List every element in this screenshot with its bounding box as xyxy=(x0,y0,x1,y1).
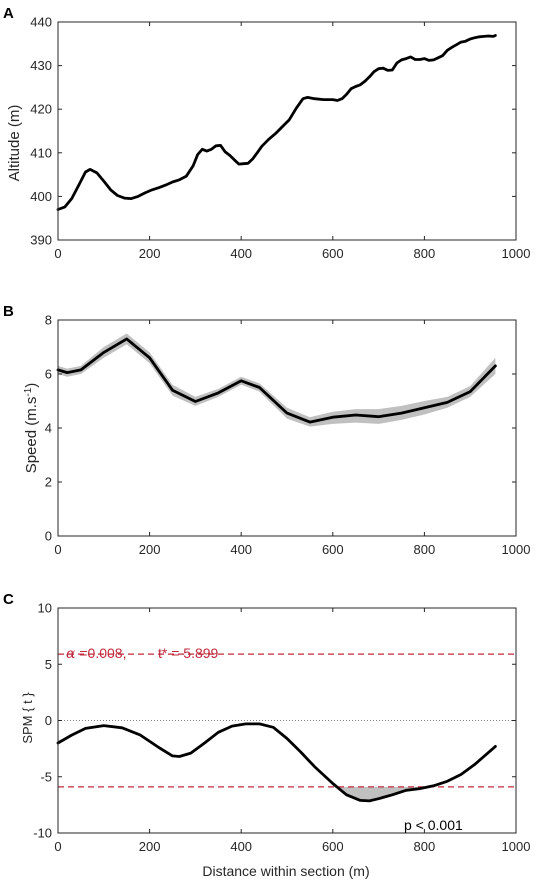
y-axis-label-b-close: ) xyxy=(23,383,40,388)
y-tick-label-c--5: -5 xyxy=(40,769,52,784)
x-tick-label-b-400: 400 xyxy=(230,542,252,557)
panel-letter-c: C xyxy=(3,591,14,608)
series-line-b xyxy=(56,337,497,424)
panel-b: B 0 200 400 600 800 1000 0 2 4 6 8 Speed (m.s-1) xyxy=(3,303,530,557)
y-tick-label-a-420: 420 xyxy=(30,102,52,117)
alpha-annotation: α =0.008, xyxy=(66,645,126,662)
y-tick-label-c-0: 0 xyxy=(45,713,52,728)
y-axis-label-b-sup: -1 xyxy=(23,387,34,396)
x-tick-label-c-800: 800 xyxy=(414,839,436,854)
y-axis-label-b-main: Speed (m.s xyxy=(23,397,40,474)
plot-area-a xyxy=(57,21,517,241)
x-tick-label-a-0: 0 xyxy=(54,246,61,261)
y-axis-label-c: SPM { t } xyxy=(20,692,35,744)
y-tick-label-a-390: 390 xyxy=(30,233,52,248)
y-tick-label-b-6: 6 xyxy=(45,367,52,382)
x-tick-label-a-400: 400 xyxy=(230,246,252,261)
x-tick-label-a-1000: 1000 xyxy=(502,246,531,261)
y-tick-label-c-10: 10 xyxy=(38,601,52,616)
y-tick-label-a-440: 440 xyxy=(30,15,52,30)
x-tick-label-a-200: 200 xyxy=(139,246,161,261)
alpha-value: =0.008, xyxy=(75,645,126,661)
t-threshold-annotation: t* = 5.899 xyxy=(158,645,219,661)
y-axis-label-b: Speed (m.s-1) xyxy=(23,383,41,474)
x-axis-label-c: Distance within section (m) xyxy=(202,863,369,879)
x-tick-label-b-600: 600 xyxy=(322,542,344,557)
y-tick-label-c-5: 5 xyxy=(45,657,52,672)
x-tick-label-b-1000: 1000 xyxy=(502,542,531,557)
y-axis-label-a: Altitude (m) xyxy=(6,105,23,182)
y-tick-label-a-400: 400 xyxy=(30,189,52,204)
panel-letter-b: B xyxy=(3,303,14,320)
x-tick-label-a-600: 600 xyxy=(322,246,344,261)
x-tick-label-b-800: 800 xyxy=(414,542,436,557)
series-line-a xyxy=(56,34,497,211)
y-tick-label-a-430: 430 xyxy=(30,58,52,73)
x-tick-label-c-1000: 1000 xyxy=(502,839,531,854)
y-tick-label-b-8: 8 xyxy=(45,313,52,328)
y-tick-label-c--10: -10 xyxy=(33,826,52,841)
x-tick-label-b-0: 0 xyxy=(54,542,61,557)
x-tick-label-c-200: 200 xyxy=(139,839,161,854)
x-tick-label-c-600: 600 xyxy=(322,839,344,854)
x-tick-label-c-400: 400 xyxy=(230,839,252,854)
series-line-c xyxy=(56,722,497,803)
y-tick-label-b-0: 0 xyxy=(45,529,52,544)
panel-a: A 0 200 400 600 800 1000 390 400 410 420 430 440 Al… xyxy=(3,5,530,261)
y-tick-label-b-4: 4 xyxy=(45,421,52,436)
y-tick-label-b-2: 2 xyxy=(45,475,52,490)
alpha-symbol: α xyxy=(66,646,76,662)
panel-letter-a: A xyxy=(3,5,14,22)
p-value-annotation: p < 0.001 xyxy=(404,817,463,833)
plot-area-b xyxy=(57,319,517,537)
y-tick-label-a-410: 410 xyxy=(30,145,52,160)
x-tick-label-c-0: 0 xyxy=(54,839,61,854)
x-tick-label-a-800: 800 xyxy=(414,246,436,261)
x-tick-label-b-200: 200 xyxy=(139,542,161,557)
panel-c: C 0 200 400 600 800 1000 -10 -5 0 5 10 SPM { t } D… xyxy=(3,591,530,879)
confidence-band-b xyxy=(58,333,496,427)
